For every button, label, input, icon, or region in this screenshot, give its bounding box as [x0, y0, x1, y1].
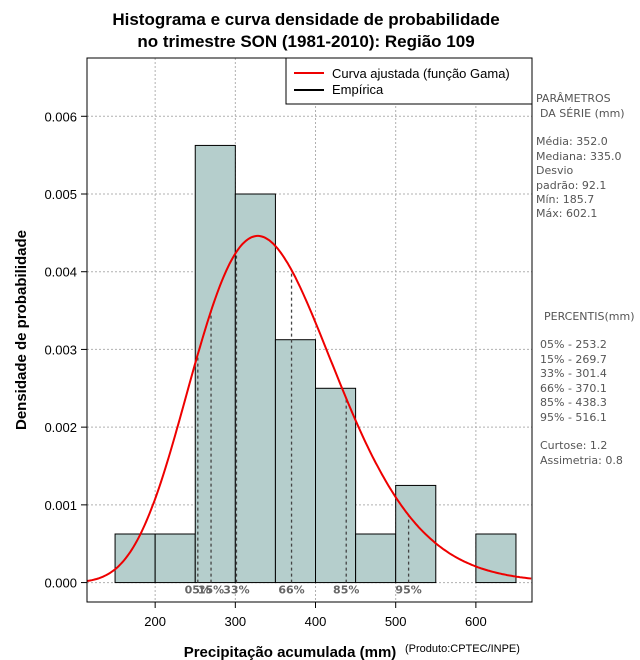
stat-mediana: Mediana: 335.0	[536, 150, 621, 163]
legend-empirical-label: Empírica	[332, 82, 384, 97]
y-tick-label: 0.006	[44, 109, 77, 124]
legend: Curva ajustada (função Gama) Empírica	[285, 57, 533, 105]
pct-95: 95% - 516.1	[540, 411, 607, 424]
percentile-label: 66%	[278, 584, 304, 597]
histogram-bar	[274, 339, 317, 584]
histogram-bar	[315, 387, 357, 584]
y-axis: 0.000 0.001 0.002 0.003 0.004 0.005 0.006	[44, 109, 87, 591]
stat-min: Mín: 185.7	[536, 193, 594, 206]
x-tick-label: 500	[385, 614, 407, 629]
chart-title-line-1: Histograma e curva densidade de probabil…	[112, 10, 499, 29]
x-tick-label: 300	[224, 614, 246, 629]
stat-desvio-2: padrão: 92.1	[536, 179, 606, 192]
params-title-1: PARÂMETROS	[536, 92, 611, 105]
pct-85: 85% - 438.3	[540, 396, 607, 409]
percentile-label: 05%	[185, 584, 211, 597]
stat-max: Máx: 602.1	[536, 207, 597, 220]
percentile-label: 85%	[333, 584, 359, 597]
params-title-2: DA SÉRIE (mm)	[540, 107, 625, 120]
y-tick-label: 0.002	[44, 420, 77, 435]
pct-05: 05% - 253.2	[540, 338, 607, 351]
stat-desvio-1: Desvio	[536, 164, 574, 177]
stat-assimetria: Assimetria: 0.8	[540, 454, 623, 467]
x-axis-label: Precipitação acumulada (mm)	[184, 644, 397, 660]
percentis-title: PERCENTIS(mm)	[544, 310, 635, 323]
histogram-bar	[194, 144, 236, 584]
gamma-curve-layer	[86, 234, 532, 582]
chart-title-line-2: no trimestre SON (1981-2010): Região 109	[137, 32, 474, 51]
histogram-bar	[114, 533, 156, 584]
stat-curtose: Curtose: 1.2	[540, 439, 607, 452]
y-axis-label: Densidade de probabilidade	[13, 230, 30, 430]
histogram-bar	[395, 484, 437, 584]
x-tick-label: 400	[305, 614, 327, 629]
x-axis: 200 300 400 500 600	[144, 602, 487, 629]
pct-15: 15% - 269.7	[540, 353, 607, 366]
histogram-bar	[355, 533, 397, 584]
legend-curve-label: Curva ajustada (função Gama)	[332, 66, 510, 81]
x-tick-label: 200	[144, 614, 166, 629]
credit-text: (Produto:CPTEC/INPE)	[405, 643, 520, 655]
legend-box	[285, 57, 533, 105]
y-tick-label: 0.004	[44, 265, 77, 280]
histogram-bars	[114, 144, 517, 584]
gamma-curve	[86, 234, 532, 582]
percentile-labels: 05%15% 33% 66% 85% 95%	[185, 584, 422, 597]
percentile-label: 33%	[223, 584, 249, 597]
y-tick-label: 0.001	[44, 498, 77, 513]
percentile-lines	[197, 251, 410, 583]
y-tick-label: 0.000	[44, 576, 77, 591]
histogram-bar	[154, 533, 196, 584]
x-tick-label: 600	[465, 614, 487, 629]
percentile-label: 15%	[198, 584, 224, 597]
pct-33: 33% - 301.4	[540, 367, 607, 380]
percentile-label: 95%	[395, 584, 421, 597]
stat-media: Média: 352.0	[536, 135, 608, 148]
side-panel: PARÂMETROS DA SÉRIE (mm) Média: 352.0 Me…	[536, 92, 635, 467]
pct-66: 66% - 370.1	[540, 382, 607, 395]
histogram-bar	[234, 193, 276, 584]
y-tick-label: 0.005	[44, 187, 77, 202]
y-tick-label: 0.003	[44, 342, 77, 357]
